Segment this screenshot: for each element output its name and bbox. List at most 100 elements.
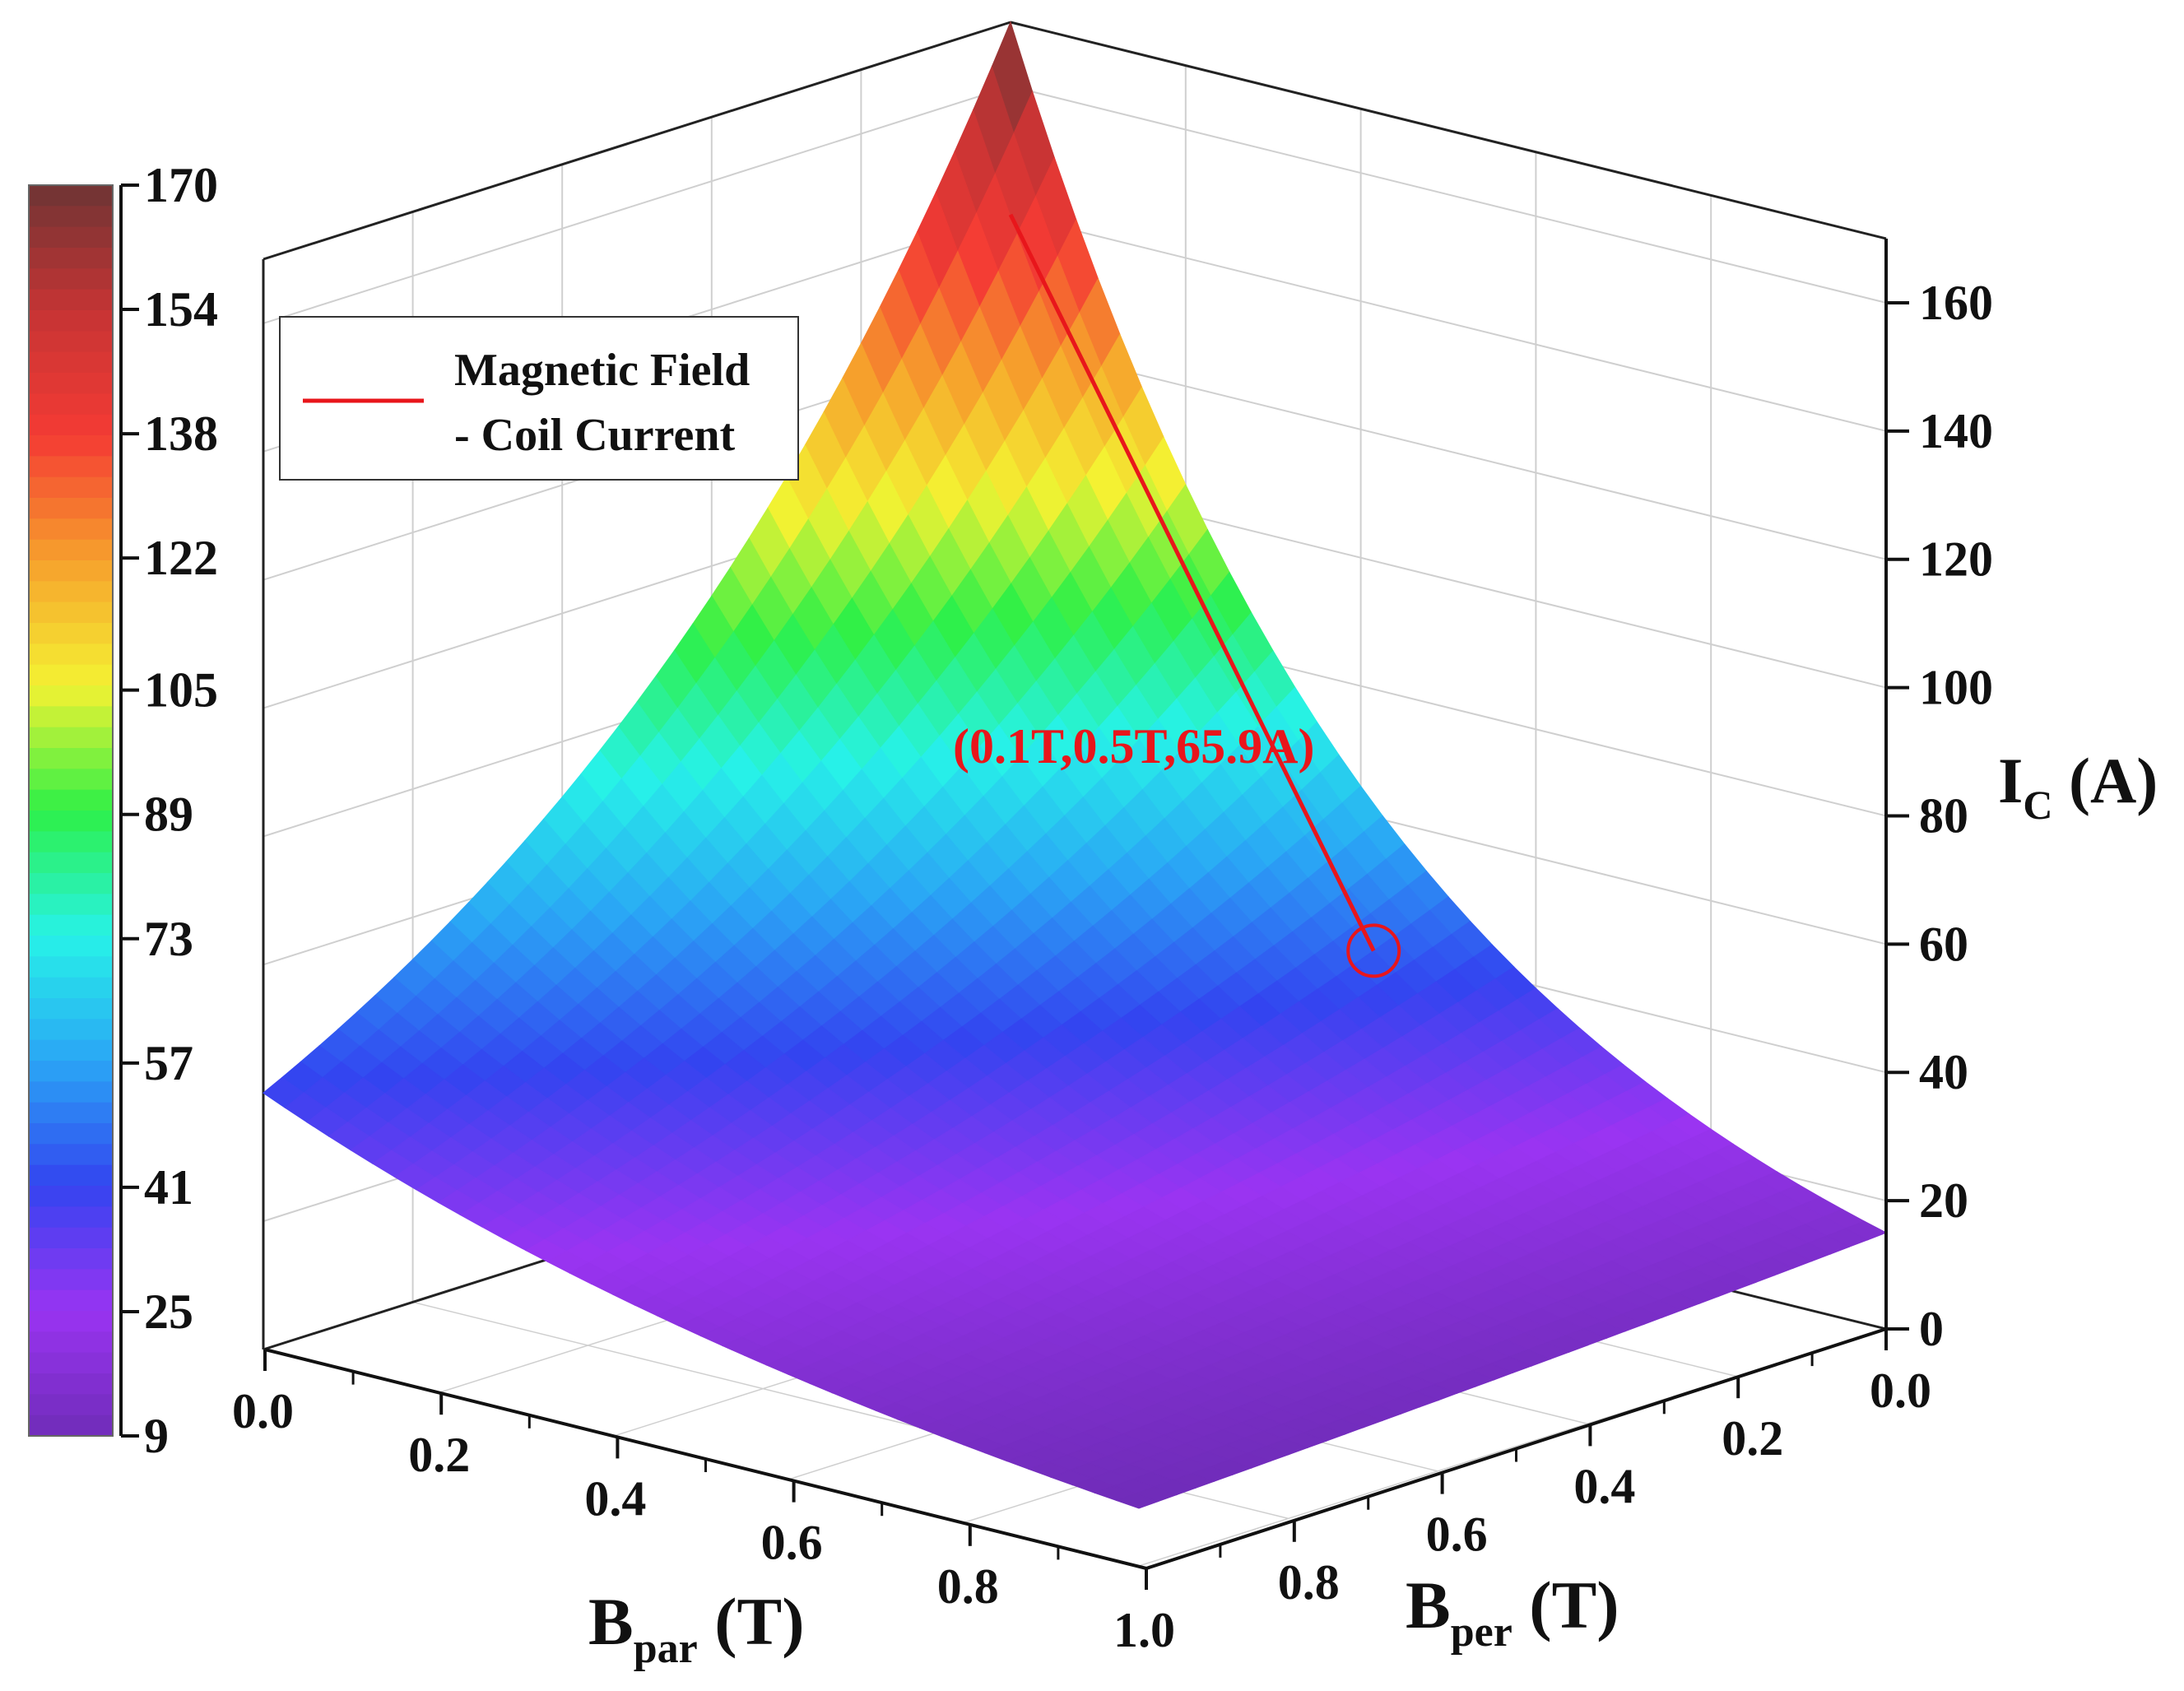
colorbar-band bbox=[29, 518, 113, 541]
colorbar-band bbox=[29, 914, 113, 936]
colorbar-tick-label: 9 bbox=[144, 1409, 169, 1463]
colorbar-band bbox=[29, 185, 113, 207]
y-axis-tick-label: 0.2 bbox=[1722, 1411, 1783, 1466]
colorbar-band bbox=[29, 643, 113, 666]
y-axis-tick-label: 0.4 bbox=[1573, 1459, 1635, 1513]
colorbar-band bbox=[29, 289, 113, 311]
colorbar-band bbox=[29, 1019, 113, 1041]
colorbar-band bbox=[29, 1373, 113, 1396]
colorbar-band bbox=[29, 1144, 113, 1166]
colorbar-band bbox=[29, 560, 113, 583]
annotation-line bbox=[1008, 213, 1376, 952]
legend: Magnetic Field - Coil Current bbox=[279, 316, 799, 481]
colorbar-band bbox=[29, 351, 113, 374]
colorbar-band bbox=[29, 310, 113, 332]
colorbar-band bbox=[29, 1039, 113, 1062]
z-axis-tick-label: 60 bbox=[1919, 917, 1968, 971]
colorbar-band bbox=[29, 1186, 113, 1208]
x-axis-tick-label: 0.4 bbox=[584, 1471, 646, 1526]
z-axis-tick-label: 0 bbox=[1919, 1302, 1944, 1356]
colorbar-band bbox=[29, 226, 113, 249]
colorbar-band bbox=[29, 748, 113, 770]
front-axes: 0 20 40 60 80 100 120 140 160 0.0 0.2 0.4 0.6 0.8 1.0 0… bbox=[232, 239, 1993, 1657]
y-axis-tick-label: 0.8 bbox=[1278, 1555, 1340, 1610]
colorbar-band bbox=[29, 727, 113, 749]
colorbar-band bbox=[29, 977, 113, 999]
colorbar-band bbox=[29, 248, 113, 270]
colorbar-band bbox=[29, 769, 113, 791]
colorbar-band bbox=[29, 1248, 113, 1271]
colorbar-band bbox=[29, 894, 113, 916]
colorbar-band bbox=[29, 602, 113, 624]
x-axis-title: Bpar (T) bbox=[588, 1584, 805, 1672]
z-axis-tick-label: 120 bbox=[1919, 532, 1993, 587]
z-axis-tick-label: 140 bbox=[1919, 404, 1993, 458]
colorbar-tick-label: 154 bbox=[144, 282, 218, 337]
axis-titles: Bpar (T) Bper (T) IC (A) bbox=[588, 745, 2158, 1672]
z-axis-tick-label: 40 bbox=[1919, 1045, 1968, 1099]
axis-box-edge bbox=[263, 21, 1011, 261]
y-axis-title: Bper (T) bbox=[1406, 1568, 1619, 1656]
colorbar-band bbox=[29, 1081, 113, 1103]
colorbar-band bbox=[29, 476, 113, 499]
axis-box-edge bbox=[1010, 21, 1887, 240]
colorbar-tick-label: 57 bbox=[144, 1036, 193, 1090]
colorbar-band bbox=[29, 1331, 113, 1354]
x-axis-tick-label: 0.6 bbox=[761, 1516, 823, 1570]
colorbar-band bbox=[29, 623, 113, 645]
colorbar: 170 154 138 122 105 89 73 57 41 25 9 bbox=[28, 158, 218, 1463]
colorbar-band bbox=[29, 1206, 113, 1229]
y-axis-tick-label: 0.0 bbox=[1870, 1363, 1931, 1418]
colorbar-tick-label: 170 bbox=[144, 158, 218, 212]
colorbar-band bbox=[29, 539, 113, 561]
colorbar-band bbox=[29, 852, 113, 874]
y-axis-tick-label: 0.6 bbox=[1426, 1507, 1488, 1562]
colorbar-band bbox=[29, 956, 113, 978]
colorbar-band bbox=[29, 331, 113, 353]
legend-box bbox=[279, 316, 799, 481]
colorbar-band bbox=[29, 373, 113, 395]
colorbar-band bbox=[29, 1061, 113, 1083]
colorbar-band bbox=[29, 1269, 113, 1291]
colorbar-band bbox=[29, 414, 113, 436]
colorbar-band bbox=[29, 664, 113, 686]
colorbar-tick-label: 89 bbox=[144, 787, 193, 842]
z-axis-tick-label: 160 bbox=[1919, 276, 1993, 330]
annotation: (0.1T,0.5T,65.9A) bbox=[953, 719, 1314, 773]
colorbar-band bbox=[29, 393, 113, 416]
colorbar-band bbox=[29, 873, 113, 895]
colorbar-band bbox=[29, 1102, 113, 1124]
colorbar-band bbox=[29, 456, 113, 478]
z-axis-tick-label: 100 bbox=[1919, 661, 1993, 715]
colorbar-tick-label: 105 bbox=[144, 663, 218, 718]
x-axis-tick-label: 0.0 bbox=[232, 1384, 294, 1438]
colorbar-frame bbox=[28, 184, 114, 1437]
colorbar-tick-label: 122 bbox=[144, 531, 218, 585]
colorbar-band bbox=[29, 206, 113, 228]
legend-label-line2: - Coil Current bbox=[454, 410, 735, 461]
gridline-wall-left-z bbox=[263, 85, 1011, 324]
x-axis-tick-label: 0.8 bbox=[937, 1559, 999, 1614]
colorbar-band bbox=[29, 685, 113, 708]
surface-cell bbox=[1115, 1493, 1159, 1509]
z-axis-tick-label: 20 bbox=[1919, 1173, 1968, 1228]
colorbar-tick-label: 73 bbox=[144, 912, 193, 966]
colorbar-band bbox=[29, 1311, 113, 1333]
colorbar-band bbox=[29, 1415, 113, 1437]
colorbar-band bbox=[29, 936, 113, 958]
colorbar-band bbox=[29, 1352, 113, 1374]
colorbar-band bbox=[29, 789, 113, 811]
colorbar-tick-label: 138 bbox=[144, 406, 218, 461]
z-axis-title: IC (A) bbox=[1998, 745, 2158, 828]
colorbar-band bbox=[29, 581, 113, 603]
colorbar-band bbox=[29, 268, 113, 290]
colorbar-band bbox=[29, 706, 113, 728]
colorbar-band bbox=[29, 1123, 113, 1145]
legend-label-line1: Magnetic Field bbox=[454, 345, 750, 396]
gridline-wall-right-z bbox=[1010, 85, 1887, 304]
z-axis-tick-label: 80 bbox=[1919, 788, 1968, 843]
x-axis-tick-label: 0.2 bbox=[408, 1428, 470, 1482]
colorbar-tick-label: 25 bbox=[144, 1285, 193, 1339]
colorbar-band bbox=[29, 498, 113, 520]
